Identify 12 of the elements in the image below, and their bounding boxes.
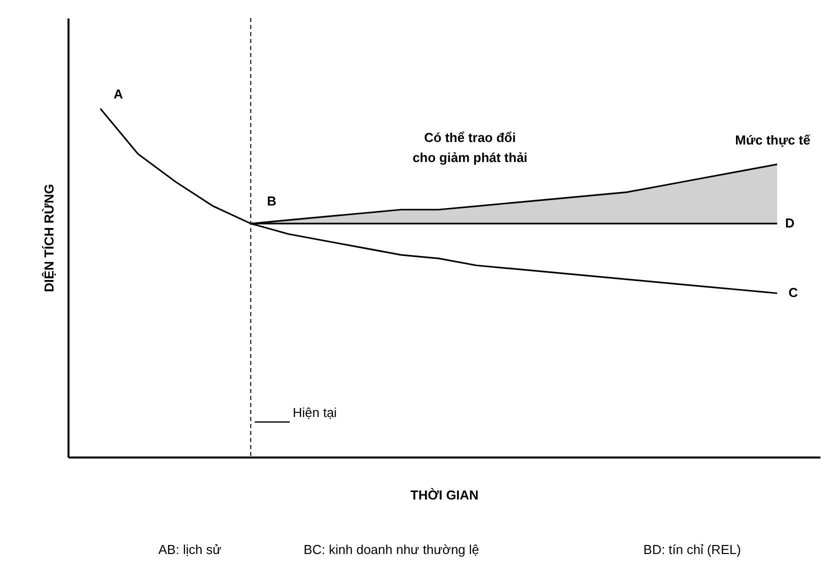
text: A <box>114 86 124 102</box>
annotation: B <box>267 194 276 209</box>
series-label: Mức thực tế <box>735 132 812 148</box>
y-axis-title: DIỆN TÍCH RỪNG <box>42 184 56 292</box>
text: BD: tín chỉ (REL) <box>643 542 741 557</box>
text: AB: lịch sử <box>158 542 222 557</box>
annotation: Có thể trao đổi cho giảm phát thải <box>412 130 528 165</box>
series-label: D <box>785 216 795 231</box>
text: BC: kinh doanh như thường lệ <box>304 542 480 557</box>
x-axis-title: THỜI GIAN <box>410 488 479 502</box>
annotation: C <box>788 285 798 300</box>
annotation: Hiện tại <box>292 405 337 420</box>
